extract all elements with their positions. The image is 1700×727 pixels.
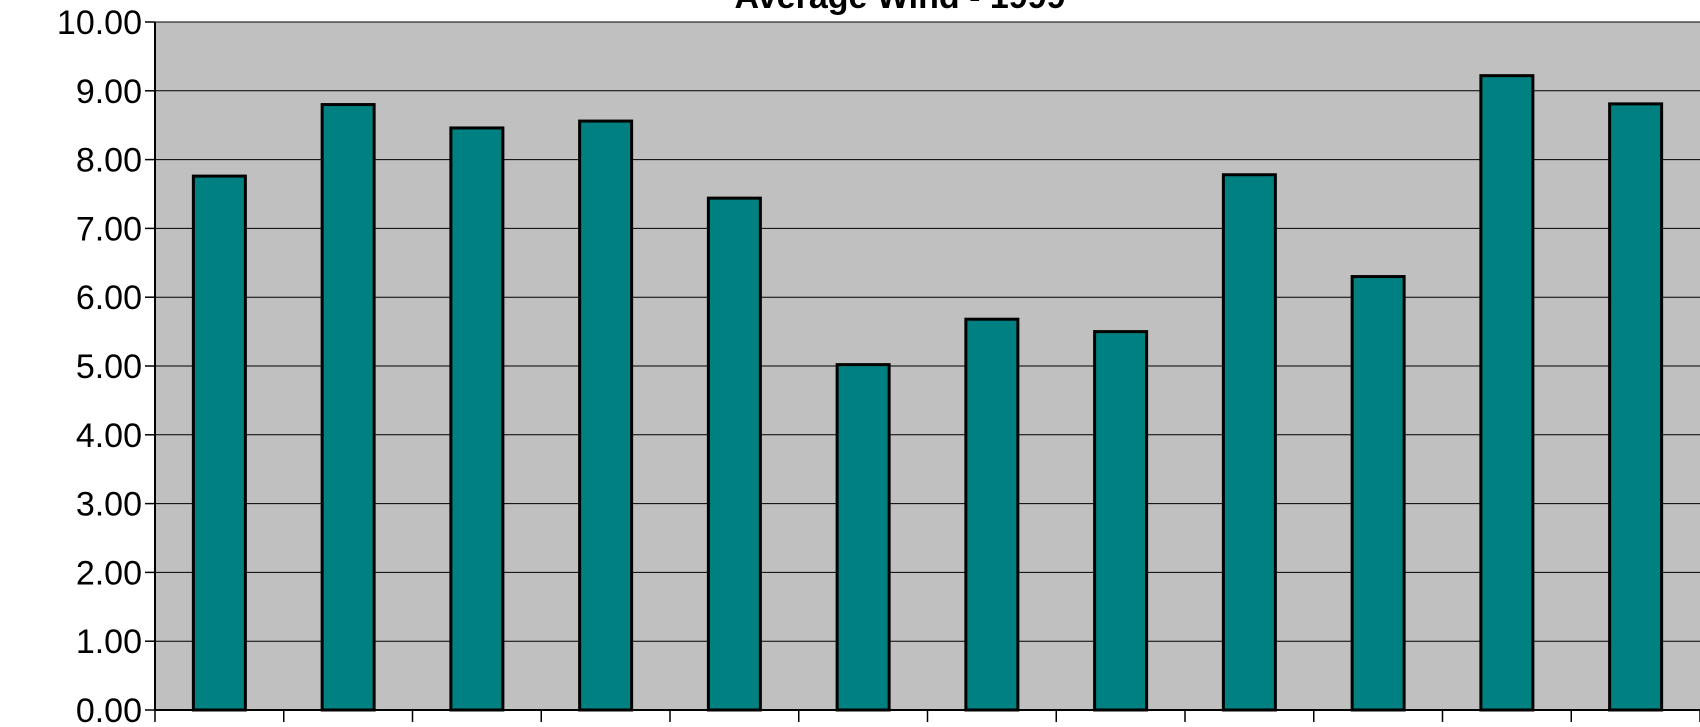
bar xyxy=(1608,102,1664,712)
y-axis-ticks: 0.00 1.00 2.00 3.00 4.00 5.00 6.00 7.00 8.00 9.00… xyxy=(57,4,155,727)
bar xyxy=(706,196,762,712)
y-tick-label: 8.00 xyxy=(76,142,142,180)
bar xyxy=(320,103,376,712)
y-tick-label: 9.00 xyxy=(76,73,142,111)
bar xyxy=(449,126,505,712)
y-tick-label: 4.00 xyxy=(76,417,142,455)
y-tick-label: 3.00 xyxy=(76,486,142,524)
bar xyxy=(964,317,1020,712)
bar xyxy=(1350,275,1406,712)
chart-title: Average Wind - 1999 xyxy=(734,0,1065,16)
gridlines xyxy=(155,21,1700,642)
bar xyxy=(835,363,891,712)
y-tick-label: 1.00 xyxy=(76,623,142,661)
y-tick-label: 7.00 xyxy=(76,210,142,248)
y-tick-label: 5.00 xyxy=(76,348,142,386)
bar xyxy=(1221,173,1277,712)
bar xyxy=(578,119,634,712)
bars xyxy=(191,74,1664,712)
bar xyxy=(191,174,247,712)
y-tick-label: 6.00 xyxy=(76,279,142,317)
bar xyxy=(1479,74,1535,712)
y-tick-label: 2.00 xyxy=(76,554,142,592)
y-tick-label: 10.00 xyxy=(57,4,142,42)
x-axis-ticks xyxy=(154,710,1700,722)
bar xyxy=(1093,330,1149,712)
y-tick-label: 0.00 xyxy=(76,692,142,727)
